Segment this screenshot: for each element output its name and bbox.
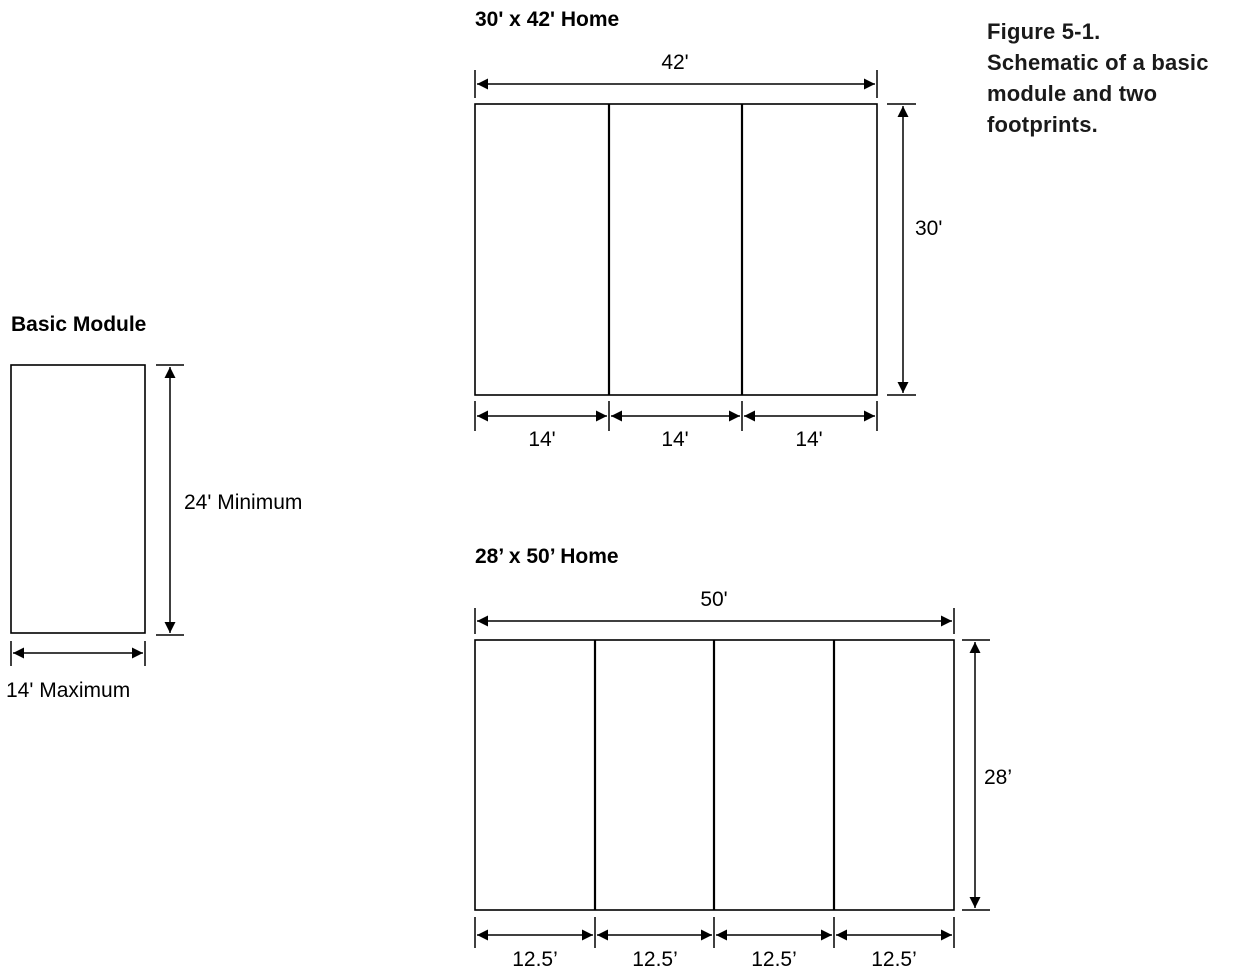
home-30x42-title: 30' x 42' Home bbox=[475, 8, 619, 31]
basic-module-outline bbox=[10, 364, 146, 634]
caption-line-1: Figure 5-1. bbox=[987, 19, 1101, 44]
home-30x42-outline bbox=[474, 103, 878, 396]
home-30x42-mod-label-1: 14' bbox=[528, 428, 555, 451]
home-30x42-mod-label-3: 14' bbox=[795, 428, 822, 451]
home-28x50-mod-label-2: 12.5’ bbox=[632, 948, 678, 971]
home-28x50-depth-label: 28’ bbox=[984, 766, 1012, 789]
caption-line-3: module and two bbox=[987, 81, 1158, 106]
home-28x50-mod-label-3: 12.5’ bbox=[751, 948, 797, 971]
home-30x42: 30' x 42' Home 42' 30' 14' 14' 14' bbox=[474, 8, 942, 451]
basic-width-label: 14' Maximum bbox=[6, 679, 130, 702]
home-30x42-mod-label-2: 14' bbox=[661, 428, 688, 451]
caption-line-4: footprints. bbox=[987, 112, 1098, 137]
home-28x50: 28’ x 50’ Home 50' 28’ 12.5’ 12.5’ 12.5’… bbox=[474, 545, 1012, 971]
caption-line-2: Schematic of a basic bbox=[987, 50, 1209, 75]
home-30x42-width-label: 42' bbox=[661, 51, 688, 74]
home-28x50-width-label: 50' bbox=[700, 588, 727, 611]
figure-caption: Figure 5-1. Schematic of a basic module … bbox=[987, 16, 1227, 140]
home-28x50-mod-label-4: 12.5’ bbox=[871, 948, 917, 971]
home-28x50-title: 28’ x 50’ Home bbox=[475, 545, 619, 568]
basic-module-title: Basic Module bbox=[11, 313, 146, 336]
basic-height-label: 24' Minimum bbox=[184, 491, 302, 514]
basic-module: Basic Module 24' Minimum 14' Maximum bbox=[6, 313, 302, 702]
home-30x42-depth-label: 30' bbox=[915, 217, 942, 240]
home-28x50-mod-label-1: 12.5’ bbox=[512, 948, 558, 971]
